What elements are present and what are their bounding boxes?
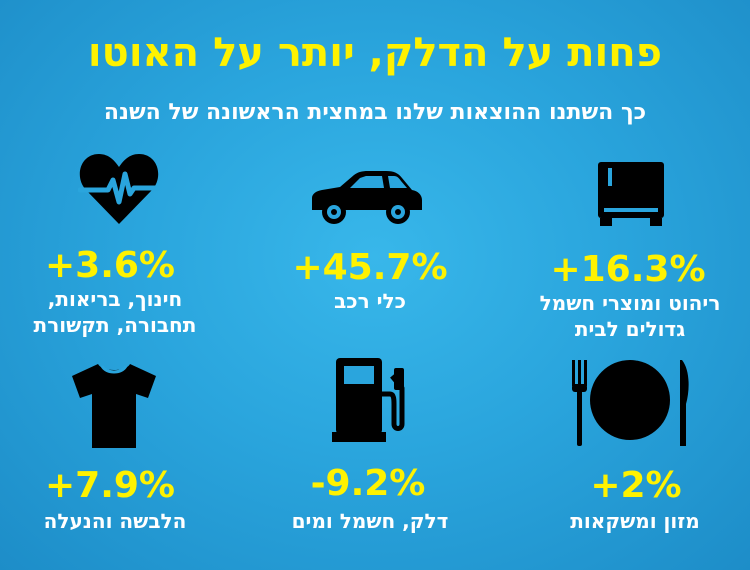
page-title: פחות על הדלק, יותר על האוטו xyxy=(87,30,663,76)
item-label-fuel-electricity-water: דלק, חשמל ומים xyxy=(291,509,449,533)
item-label-food-beverages: מזון ומשקאות xyxy=(570,509,700,533)
refrigerator-icon xyxy=(598,162,664,226)
page-subtitle: כך השתנו ההוצאות שלנו במחצית הראשונה של … xyxy=(103,100,647,125)
car-icon xyxy=(312,171,422,224)
tshirt-icon xyxy=(72,364,156,448)
item-value-fuel-electricity-water: -9.2% xyxy=(310,463,426,504)
plate-cutlery-icon xyxy=(572,360,689,446)
heart-pulse-icon xyxy=(78,154,160,224)
item-value-education-health: +3.6% xyxy=(44,245,175,286)
item-label-education-health-line1: חינוך, בריאות, xyxy=(47,287,183,311)
item-label-education-health-line2: תחבורה, תקשורת xyxy=(33,313,197,337)
item-value-clothing-footwear: +7.9% xyxy=(44,465,175,506)
item-label-vehicles: כלי רכב xyxy=(334,289,406,313)
item-value-vehicles: +45.7% xyxy=(292,247,448,288)
item-label-furniture-appliances-line2: גדולים לבית xyxy=(574,317,686,341)
item-value-food-beverages: +2% xyxy=(590,465,682,506)
item-value-furniture-appliances: +16.3% xyxy=(550,249,706,290)
item-label-clothing-footwear: הלבשה והנעלה xyxy=(43,509,187,533)
fuel-pump-icon xyxy=(332,358,405,442)
item-label-furniture-appliances-line1: ריהוט ומוצרי חשמל xyxy=(539,291,721,315)
